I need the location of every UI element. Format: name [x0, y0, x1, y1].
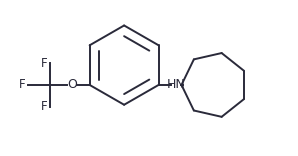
Text: F: F: [41, 57, 47, 70]
Text: O: O: [67, 78, 77, 91]
Text: F: F: [19, 78, 25, 91]
Text: HN: HN: [167, 78, 186, 91]
Text: F: F: [41, 100, 47, 113]
